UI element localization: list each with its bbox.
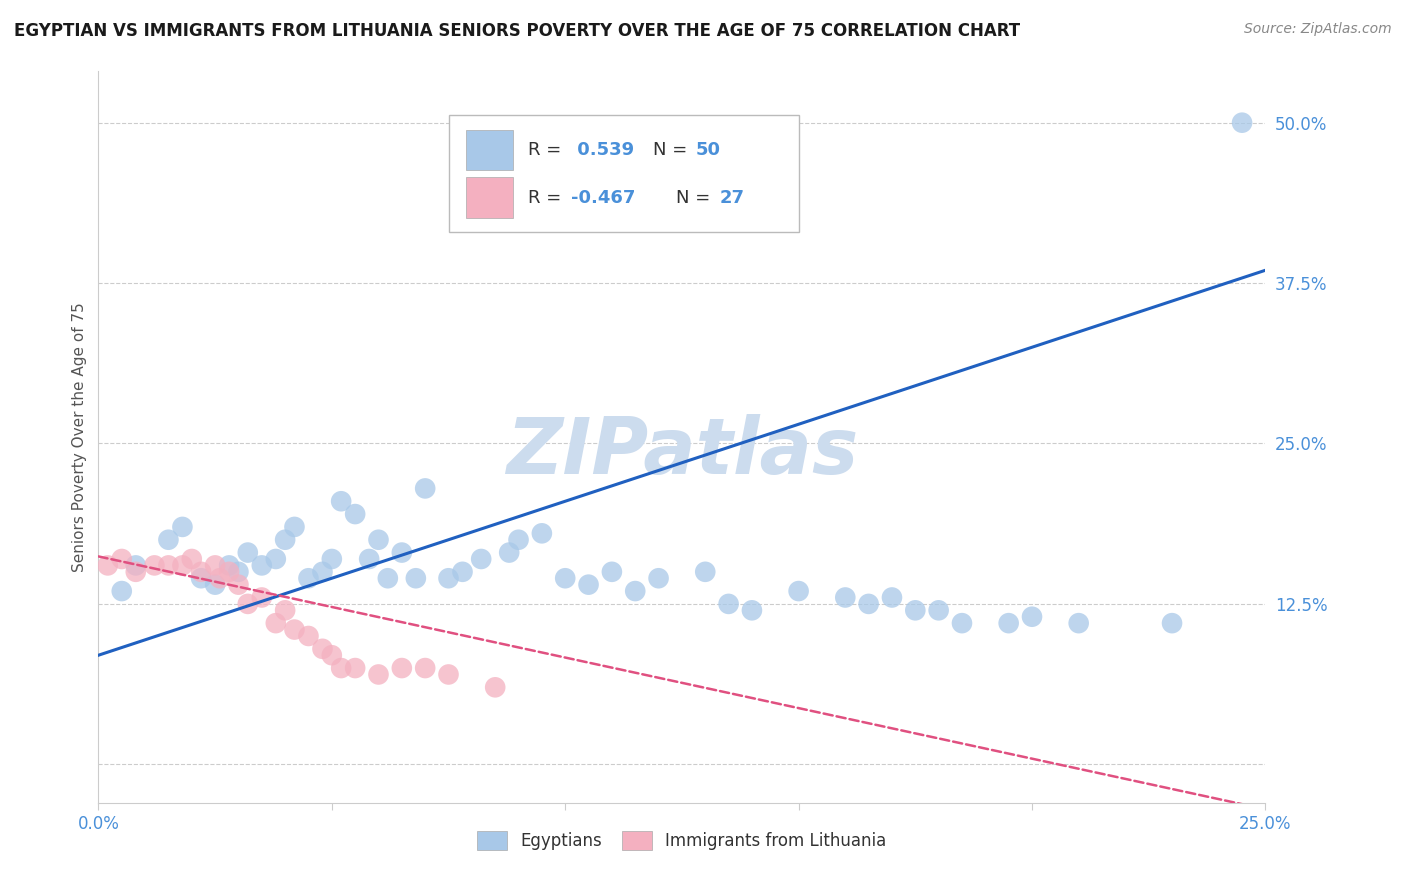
Point (311, 641, 333, 656)
Point (97, 558, 120, 573)
FancyBboxPatch shape (449, 115, 799, 232)
Point (624, 584, 647, 599)
Point (405, 571, 427, 585)
Point (498, 545, 520, 559)
Point (330, 494, 353, 508)
Point (283, 623, 305, 637)
Point (125, 565, 148, 579)
Point (367, 533, 389, 547)
Point (111, 584, 134, 599)
Text: N =: N = (676, 189, 716, 207)
Point (359, 552, 381, 566)
Y-axis label: Seniors Poverty Over the Age of 75: Seniors Poverty Over the Age of 75 (72, 302, 87, 572)
Point (250, 591, 273, 605)
Text: R =: R = (527, 189, 567, 207)
Point (484, 681, 506, 695)
Point (787, 584, 810, 599)
Point (928, 603, 950, 617)
Point (437, 571, 460, 585)
Point (508, 533, 530, 547)
Point (1161, 616, 1184, 631)
Point (367, 667, 389, 681)
Point (264, 552, 287, 566)
Point (283, 520, 305, 534)
Point (880, 591, 903, 605)
Point (391, 661, 413, 675)
Text: R =: R = (527, 141, 567, 159)
Point (157, 558, 180, 573)
Point (321, 648, 343, 663)
Point (391, 545, 413, 559)
Point (437, 667, 460, 681)
Point (600, 565, 623, 579)
Point (578, 577, 600, 591)
Point (311, 565, 333, 579)
Point (330, 661, 353, 675)
Point (695, 565, 717, 579)
Point (204, 558, 226, 573)
Point (470, 552, 492, 566)
Point (297, 629, 319, 643)
Point (554, 571, 576, 585)
Point (190, 565, 212, 579)
Point (451, 565, 474, 579)
Text: N =: N = (652, 141, 693, 159)
Point (143, 558, 166, 573)
Point (741, 603, 763, 617)
Point (172, 558, 194, 573)
Point (218, 558, 240, 573)
Text: ZIPatlas: ZIPatlas (506, 414, 858, 490)
Point (858, 597, 880, 611)
Point (344, 661, 367, 675)
Text: -0.467: -0.467 (571, 189, 636, 207)
Text: 50: 50 (696, 141, 721, 159)
Point (208, 571, 231, 585)
Point (204, 577, 226, 591)
Point (950, 616, 973, 631)
Point (413, 482, 436, 496)
Point (297, 571, 319, 585)
Text: 0.539: 0.539 (571, 141, 634, 159)
Point (250, 558, 273, 573)
Point (1021, 609, 1043, 624)
Point (125, 558, 148, 573)
Point (344, 507, 367, 521)
Point (172, 520, 194, 534)
Point (834, 591, 856, 605)
Point (111, 552, 134, 566)
Point (228, 577, 250, 591)
Point (264, 616, 287, 631)
Point (228, 565, 250, 579)
FancyBboxPatch shape (465, 130, 513, 170)
Point (218, 565, 240, 579)
Point (236, 597, 259, 611)
Point (157, 533, 180, 547)
Point (274, 603, 297, 617)
Point (1230, 116, 1253, 130)
Point (413, 661, 436, 675)
Legend: Egyptians, Immigrants from Lithuania: Egyptians, Immigrants from Lithuania (471, 824, 893, 856)
Point (647, 571, 669, 585)
Point (530, 526, 553, 541)
Point (190, 571, 212, 585)
Point (1067, 616, 1090, 631)
Point (274, 533, 297, 547)
Point (717, 597, 740, 611)
Point (904, 603, 927, 617)
Point (321, 552, 343, 566)
Point (180, 552, 202, 566)
FancyBboxPatch shape (465, 178, 513, 218)
Point (377, 571, 399, 585)
Point (997, 616, 1019, 631)
Point (236, 545, 259, 559)
Text: EGYPTIAN VS IMMIGRANTS FROM LITHUANIA SENIORS POVERTY OVER THE AGE OF 75 CORRELA: EGYPTIAN VS IMMIGRANTS FROM LITHUANIA SE… (14, 22, 1021, 40)
Text: Source: ZipAtlas.com: Source: ZipAtlas.com (1244, 22, 1392, 37)
Text: 27: 27 (720, 189, 744, 207)
